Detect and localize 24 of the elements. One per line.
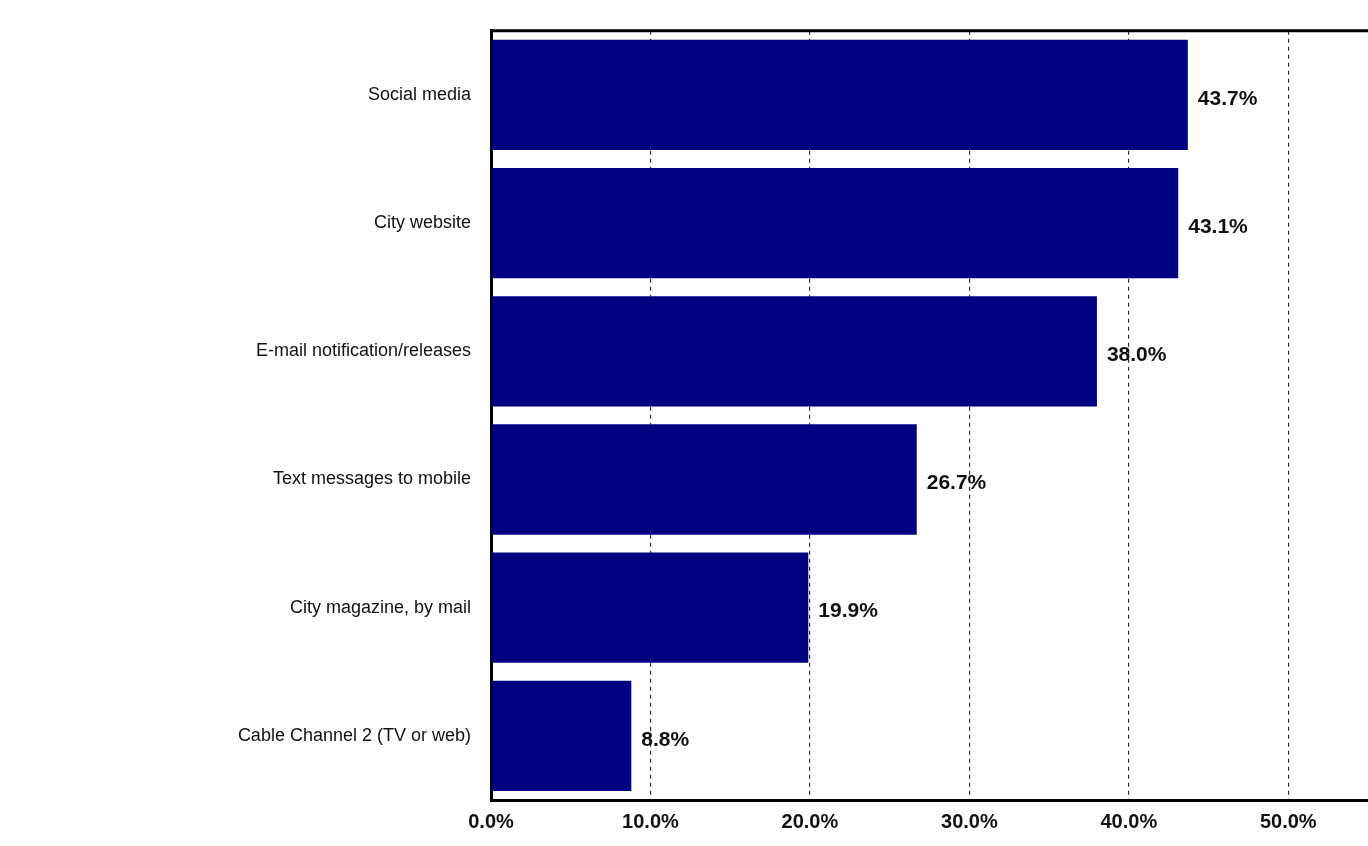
data-label: 8.8% bbox=[641, 726, 690, 750]
x-tick-label: 20.0% bbox=[781, 809, 839, 832]
y-tick-label: City magazine, by mail bbox=[289, 596, 471, 617]
data-label: 38.0% bbox=[1106, 342, 1167, 366]
bar bbox=[491, 680, 632, 792]
data-label: 26.7% bbox=[926, 470, 987, 494]
y-tick-label: City website bbox=[373, 212, 471, 233]
bar bbox=[491, 424, 917, 535]
data-label: 19.9% bbox=[818, 598, 879, 622]
x-tick-label: 40.0% bbox=[1100, 809, 1158, 832]
bar bbox=[491, 39, 1188, 151]
y-tick-label: E-mail notification/releases bbox=[255, 340, 471, 361]
data-label: 43.1% bbox=[1188, 213, 1249, 237]
bar bbox=[491, 167, 1179, 279]
data-label: 43.7% bbox=[1197, 85, 1258, 109]
x-tick-label: 30.0% bbox=[941, 809, 998, 832]
bar bbox=[491, 552, 809, 663]
x-tick-label: 50.0% bbox=[1259, 809, 1317, 832]
x-tick-label: 10.0% bbox=[622, 809, 680, 832]
y-tick-label: Text messages to mobile bbox=[272, 468, 471, 489]
bar bbox=[491, 296, 1097, 407]
y-tick-label: Social media bbox=[367, 83, 472, 104]
x-tick-label: 0.0% bbox=[468, 809, 515, 832]
y-tick-label: Cable Channel 2 (TV or web) bbox=[237, 724, 471, 745]
